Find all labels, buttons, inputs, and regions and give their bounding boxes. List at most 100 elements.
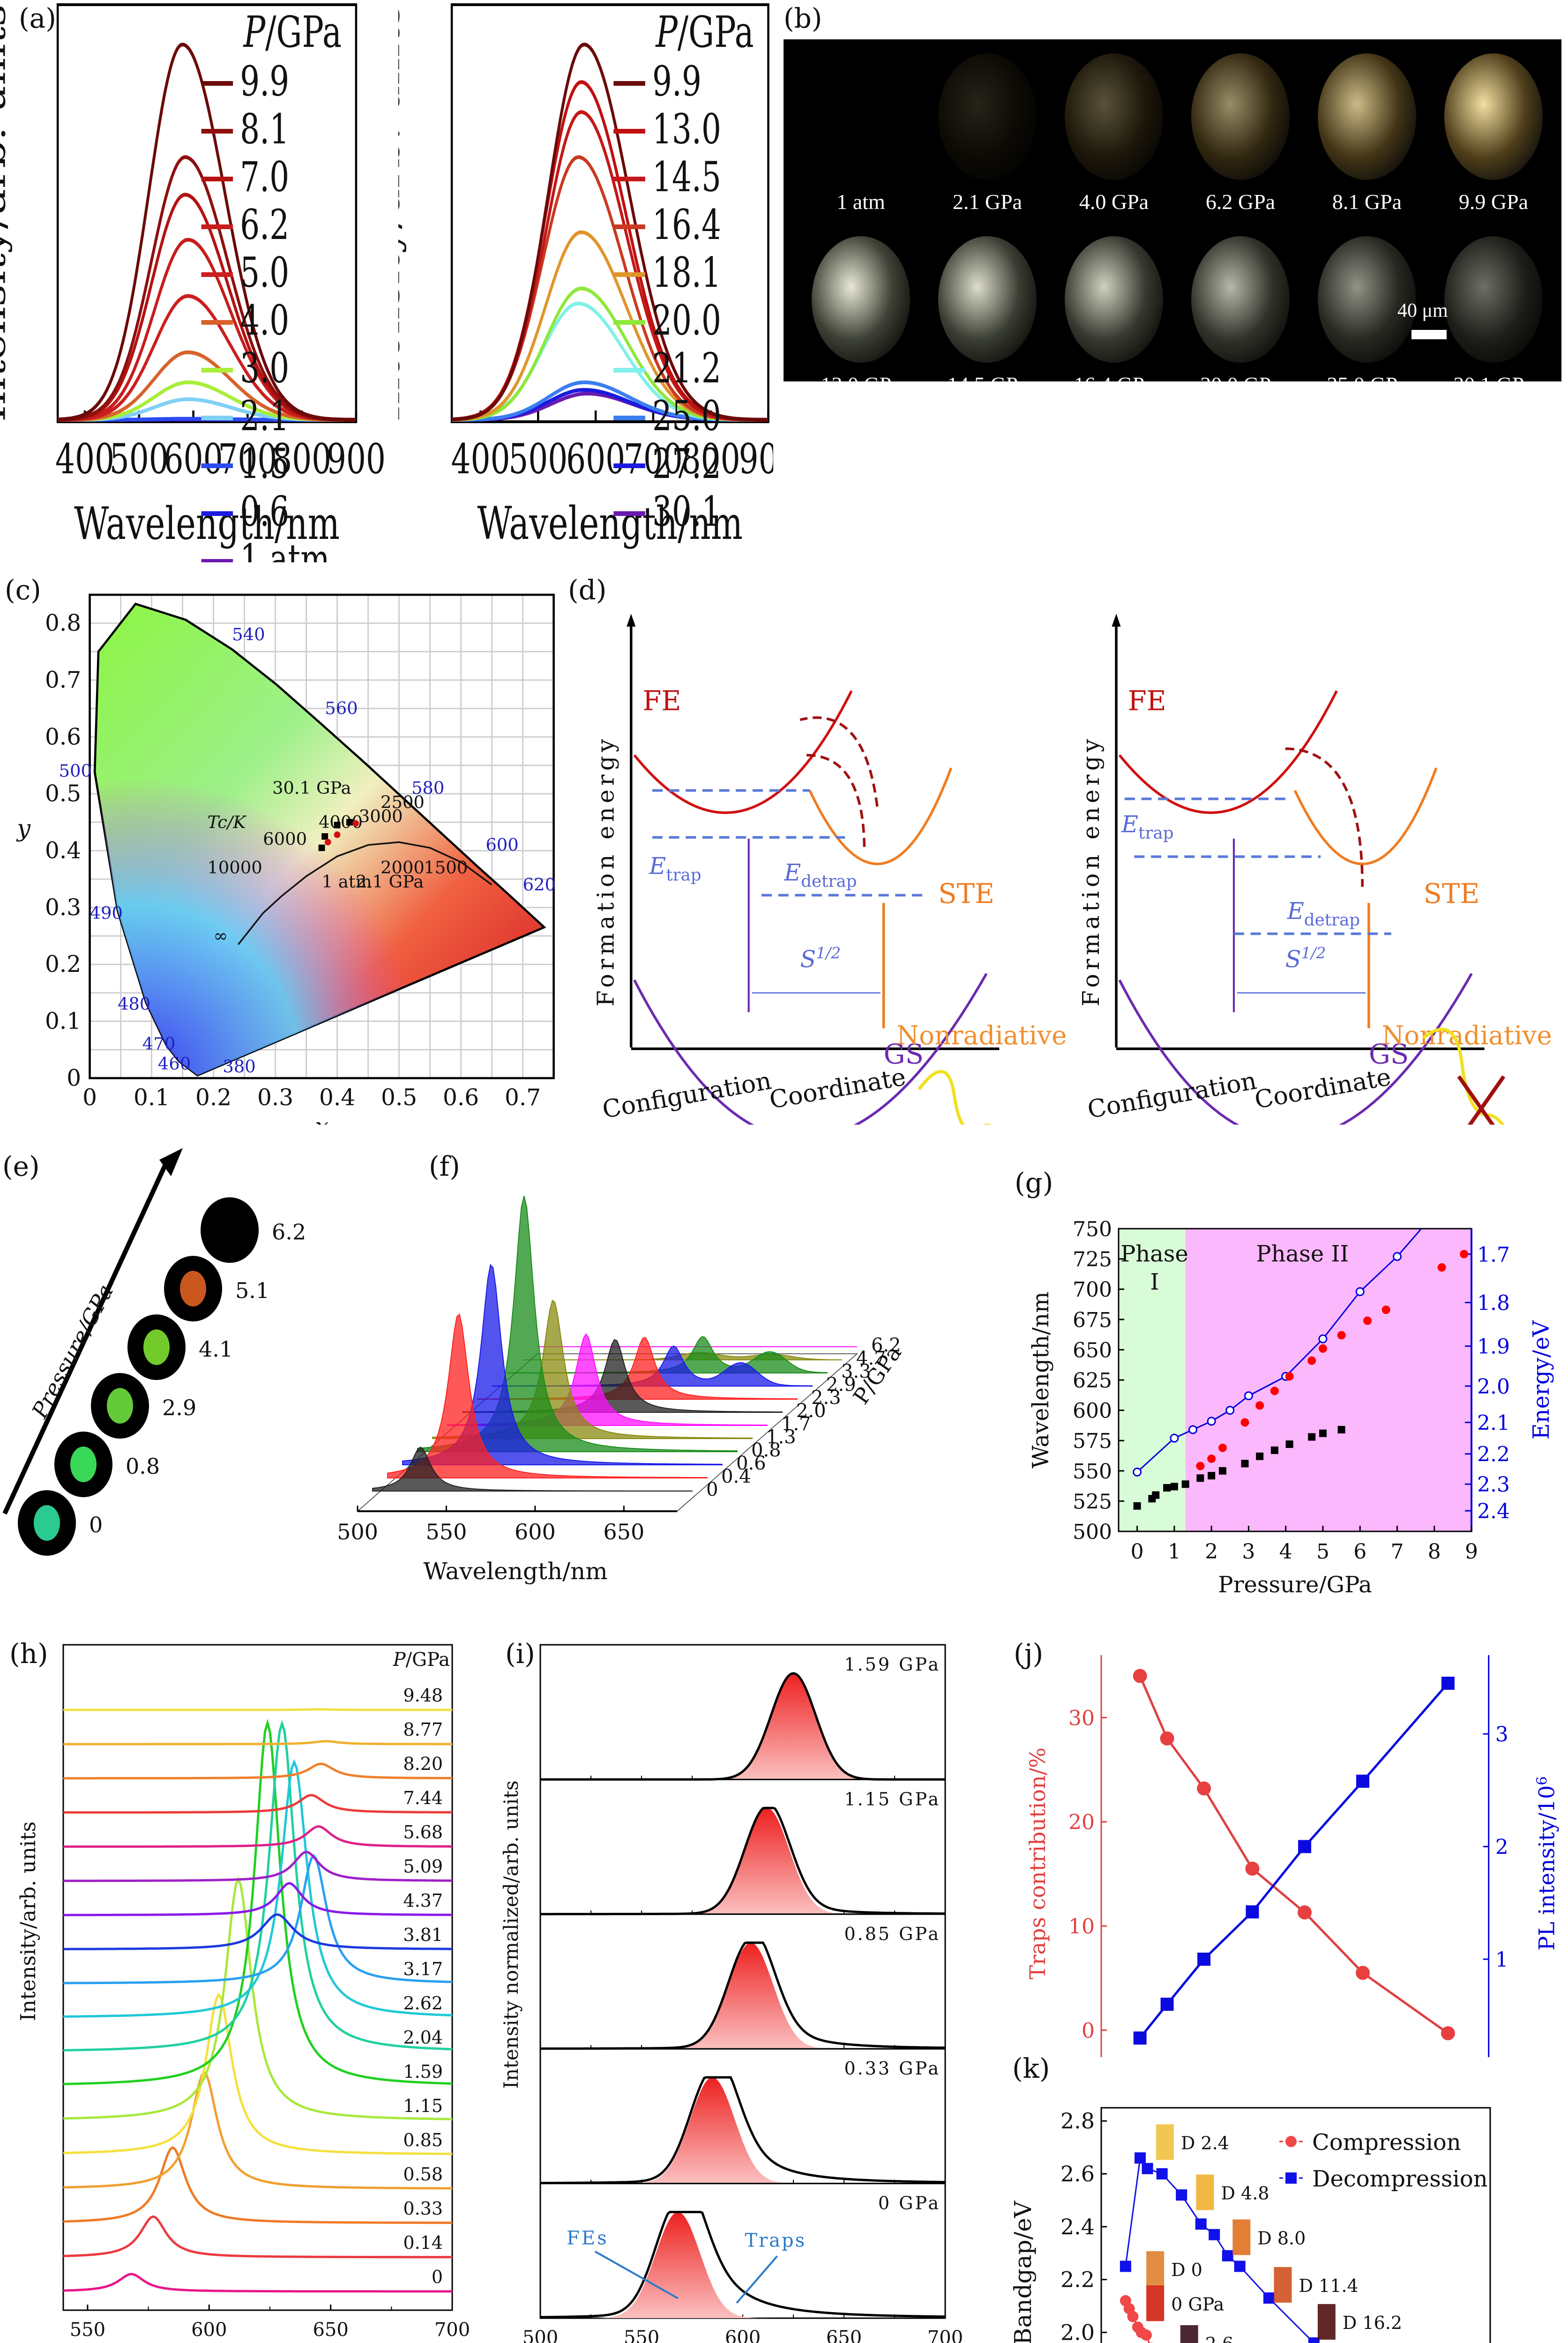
- legend-label: 7.0: [240, 154, 289, 201]
- y-tick-label: 2.0: [1060, 2320, 1095, 2343]
- sample-glow: [107, 1388, 133, 1424]
- photo-grid-b: 1 atm 2.1 GPa 4.0 GPa 6.2 GPa 8.1 GPa 9.9 GPa…: [784, 39, 1561, 396]
- wavelength-square-point: [1270, 1446, 1278, 1454]
- pressure-label: 2.04: [403, 2027, 443, 2048]
- wavelength-square-point: [1218, 1467, 1226, 1475]
- pressure-tick-label: 0.8: [751, 1440, 781, 1461]
- plot-frame: [56, 3, 358, 423]
- fes-annotation: FEs: [567, 2228, 608, 2249]
- cct-label: 3000: [359, 806, 403, 827]
- decompression-point: [1263, 2292, 1275, 2304]
- cct-label: ∞: [214, 926, 228, 946]
- pressure-tick-label: 4.7: [856, 1348, 886, 1369]
- y-tick-label: 700: [1073, 1278, 1112, 1302]
- fe-area: [540, 1808, 945, 1914]
- pressure-label: 0.33 GPa: [844, 2058, 941, 2079]
- x-tick-label: 700: [624, 436, 683, 484]
- spectrum-line: [63, 1762, 453, 1780]
- pressure-label: 7.44: [403, 1788, 443, 1808]
- photo-pressure-label: D 11.4: [1299, 2276, 1358, 2296]
- data-point: [324, 839, 331, 846]
- pressure-label: 1.15: [403, 2096, 443, 2116]
- legend-title: P/GPa: [655, 7, 754, 57]
- y-tick-label: 625: [1073, 1369, 1112, 1393]
- wavelength-square-point: [1196, 1474, 1204, 1482]
- y-tick-label: 2.6: [1060, 2161, 1095, 2186]
- fe-label: FE: [1128, 685, 1166, 716]
- legend-label: 3.0: [240, 345, 289, 393]
- y-tick-label: 0.1: [45, 1008, 81, 1035]
- pressure-label: 0.85: [403, 2130, 443, 2150]
- pressure-tick-label: 0.6: [736, 1453, 766, 1474]
- legend-label: 21.2: [652, 345, 721, 393]
- photo-pressure-label: D 2.4: [1181, 2133, 1229, 2153]
- legend-label: Compression: [1312, 2129, 1461, 2156]
- pressure-label: 1.15 GPa: [844, 1789, 941, 1809]
- energy-point: [1133, 1467, 1142, 1477]
- legend-label: 18.1: [652, 249, 721, 297]
- detrap-arrow: [799, 716, 879, 807]
- y-tick-label: 30: [1068, 1706, 1095, 1730]
- energy-point: [1244, 1391, 1253, 1401]
- x-tick-label: 0.5: [381, 1084, 417, 1111]
- chart-h-stacked-pl: 550600650700Wavelength/nmIntensity/arb. …: [16, 1644, 470, 2341]
- photo-pressure-label: D 4.8: [1221, 2183, 1269, 2203]
- x-tick-label: 500: [110, 436, 169, 484]
- plot-frame: [450, 3, 769, 423]
- wavelength-label: 600: [485, 835, 518, 855]
- wavelength-label: 540: [232, 624, 265, 644]
- spectrum-line: [63, 2146, 452, 2224]
- wavelength-square-point: [1152, 1491, 1160, 1499]
- x-tick-label: 550: [624, 2327, 659, 2343]
- spectrum-line: [63, 1759, 453, 2018]
- panel-label-g: (g): [1015, 1167, 1053, 1199]
- etrap-label: Etrap: [1121, 811, 1173, 843]
- photo-pressure-label: 2.6: [1205, 2334, 1233, 2343]
- wavelength-circle-point: [1196, 1462, 1205, 1470]
- x-tick-label: 650: [603, 1519, 644, 1545]
- sample-photo: [1146, 2251, 1165, 2287]
- y-tick-label: 0.3: [45, 895, 81, 921]
- nonradiative-label: Nonradiative: [896, 1021, 1067, 1051]
- pressure-arrow-shaft: [2, 1156, 171, 1515]
- traps-point: [1356, 1966, 1370, 1980]
- pressure-label: 2.9: [162, 1395, 196, 1420]
- wavelength-square-point: [1337, 1425, 1345, 1433]
- phase-region: [1185, 1229, 1471, 1531]
- photo-pressure-label: D 8.0: [1257, 2228, 1306, 2248]
- traps-arrow: [736, 2255, 778, 2304]
- x-tick-label: 550: [426, 1519, 467, 1545]
- panel-label-k: (k): [1012, 2052, 1050, 2084]
- x-tick-label: 2: [1205, 1540, 1218, 1564]
- pressure-tick-label: 2.3: [811, 1387, 841, 1409]
- wavelength-circle-point: [1437, 1263, 1446, 1272]
- sample-photo: [1318, 236, 1416, 363]
- x-axis-label-configuration: Configuration: [1085, 1067, 1259, 1124]
- pl-point: [1441, 1677, 1455, 1690]
- sample-photo: [201, 1197, 259, 1263]
- decompression-point: [1142, 2163, 1153, 2174]
- x-tick-label: 1: [1168, 1540, 1181, 1564]
- scale-bar-label: 40 μm: [1397, 300, 1448, 321]
- wavelength-label: 580: [411, 778, 444, 798]
- y-axis-label: y: [16, 814, 31, 842]
- energy-point: [1188, 1425, 1198, 1434]
- x-axis-label-configuration: Configuration: [600, 1067, 774, 1124]
- legend-title: P/GPa: [243, 7, 342, 57]
- panel-label-h: (h): [9, 1638, 48, 1670]
- x-axis-label: Wavelength/nm: [423, 1558, 607, 1585]
- x-axis-label-coordinate: Coordinate: [767, 1063, 908, 1114]
- wavelength-circle-point: [1285, 1372, 1294, 1381]
- pl-point: [1197, 1952, 1211, 1966]
- photon-wave: [918, 1070, 992, 1125]
- pressure-tick-label: 2.9: [826, 1374, 856, 1395]
- photo-pressure-label: 1 atm: [836, 190, 885, 214]
- spectrum-line: [63, 1876, 453, 2120]
- traps-point: [1441, 2026, 1455, 2041]
- x-tick-label: 0.4: [319, 1084, 355, 1111]
- x-tick-label: 8: [1428, 1540, 1441, 1564]
- x-tick-label: 500: [523, 2327, 558, 2343]
- y-tick-label: 500: [1073, 1520, 1112, 1544]
